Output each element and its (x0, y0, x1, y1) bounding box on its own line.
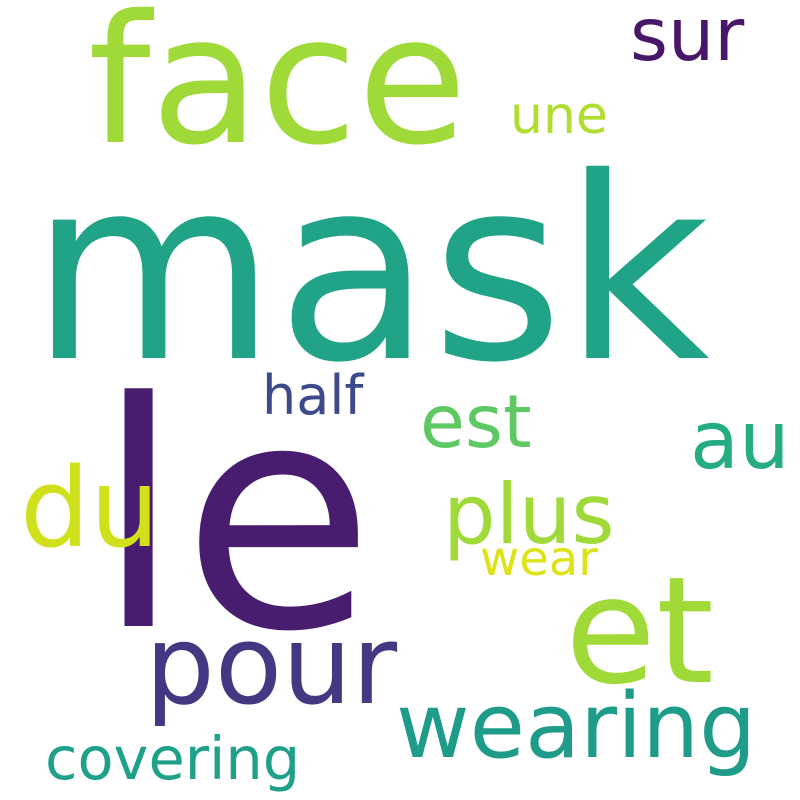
word-et: et (565, 545, 714, 717)
word-wear: wear (480, 531, 598, 587)
word-wearing: wearing (396, 674, 756, 779)
word-au: au (690, 394, 790, 487)
word-pour: pour (145, 601, 398, 729)
word-plus: plus (443, 466, 615, 563)
word-covering: covering (45, 724, 300, 793)
word-face: face (88, 0, 467, 184)
word-mask: mask (30, 123, 710, 418)
word-sur: sur (630, 0, 745, 78)
word-est: est (420, 380, 532, 465)
word-du: du (20, 444, 160, 572)
word-le: le (95, 335, 375, 700)
word-half: half (262, 364, 365, 427)
word-une: une (510, 86, 608, 146)
